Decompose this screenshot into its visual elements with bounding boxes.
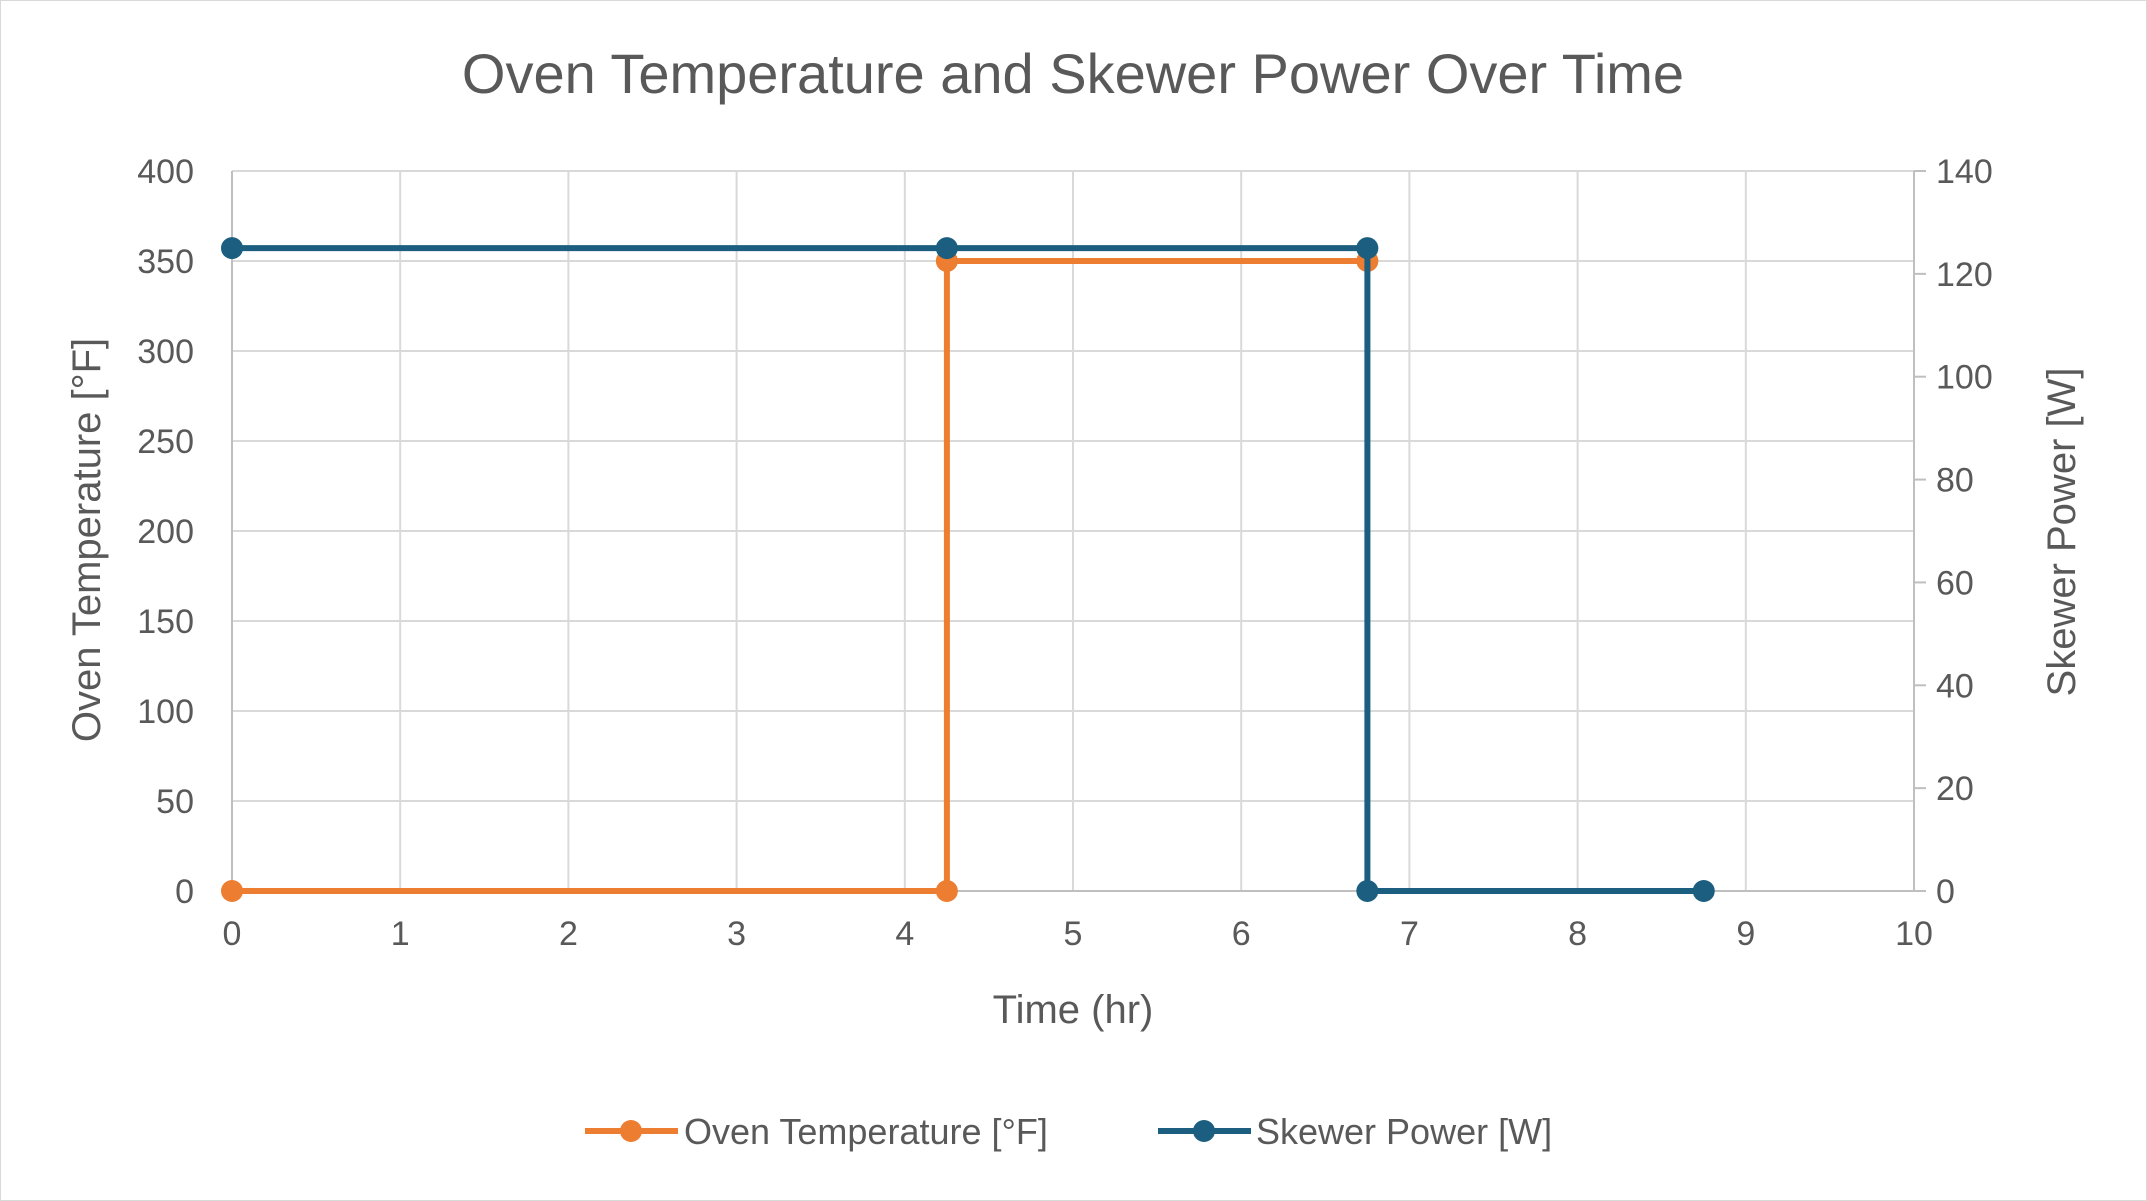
series-line-skewer-power <box>229 245 1707 894</box>
y-tick-label-right: 0 <box>1936 873 1955 911</box>
x-tick-label: 5 <box>1064 915 1083 953</box>
y-tick-label-left: 250 <box>137 423 194 461</box>
x-tick-label: 10 <box>1895 915 1933 953</box>
y-axis-label-left: Oven Temperature [°F] <box>65 338 109 742</box>
data-point-skewer-power <box>935 237 958 260</box>
data-point-oven-temperature <box>221 880 243 902</box>
x-tick-label: 2 <box>559 915 578 953</box>
data-point-skewer-power <box>221 237 243 260</box>
tick-labels: 0 1 2 3 4 5 6 7 8 9 100501001502002503003504000204… <box>137 153 1992 953</box>
x-axis-label: Time (hr) <box>993 988 1154 1032</box>
x-tick-label: 3 <box>727 915 746 953</box>
y-tick-label-right: 120 <box>1936 256 1993 294</box>
x-tick-label: 8 <box>1568 915 1587 953</box>
x-tick-label: 6 <box>1232 915 1251 953</box>
chart-title: Oven Temperature and Skewer Power Over T… <box>462 42 1684 105</box>
x-tick-label: 0 <box>223 915 242 953</box>
data-point-skewer-power <box>1356 237 1379 260</box>
y-tick-label-right: 100 <box>1936 359 1993 397</box>
y-tick-label-right: 20 <box>1936 770 1974 808</box>
y-tick-label-right: 140 <box>1936 153 1993 191</box>
series-line-oven-temperature <box>229 258 1371 894</box>
x-tick-label: 4 <box>895 915 914 953</box>
legend-item-oven-temperature: Oven Temperature [°F] <box>585 1111 1048 1152</box>
y-tick-label-right: 60 <box>1936 564 1974 602</box>
y-tick-label-left: 0 <box>175 873 194 911</box>
y-tick-label-right: 80 <box>1936 462 1974 500</box>
x-tick-label: 9 <box>1736 915 1755 953</box>
legend: Oven Temperature [°F] Skewer Power [W] <box>585 1111 1552 1152</box>
legend-marker-skewer-power <box>1193 1120 1215 1142</box>
y-tick-label-left: 200 <box>137 513 194 551</box>
legend-marker-oven-temperature <box>620 1120 642 1142</box>
y-tick-label-left: 50 <box>156 783 194 821</box>
y-tick-label-left: 300 <box>137 333 194 371</box>
data-point-oven-temperature <box>935 880 958 902</box>
gridlines <box>232 170 1915 891</box>
series-layer <box>221 237 1715 902</box>
data-point-skewer-power <box>1692 880 1715 902</box>
y-tick-label-left: 100 <box>137 693 194 731</box>
x-tick-label: 1 <box>391 915 410 953</box>
legend-item-skewer-power: Skewer Power [W] <box>1158 1111 1552 1152</box>
x-tick-label: 7 <box>1400 915 1419 953</box>
y-tick-label-right: 40 <box>1936 667 1974 705</box>
y-tick-label-left: 400 <box>137 153 194 191</box>
y-tick-label-left: 350 <box>137 243 194 281</box>
data-point-skewer-power <box>1356 880 1379 902</box>
legend-label-oven-temperature: Oven Temperature [°F] <box>684 1111 1048 1152</box>
legend-label-skewer-power: Skewer Power [W] <box>1256 1111 1552 1152</box>
y-tick-label-left: 150 <box>137 603 194 641</box>
y-axis-label-right: Skewer Power [W] <box>2040 368 2084 697</box>
